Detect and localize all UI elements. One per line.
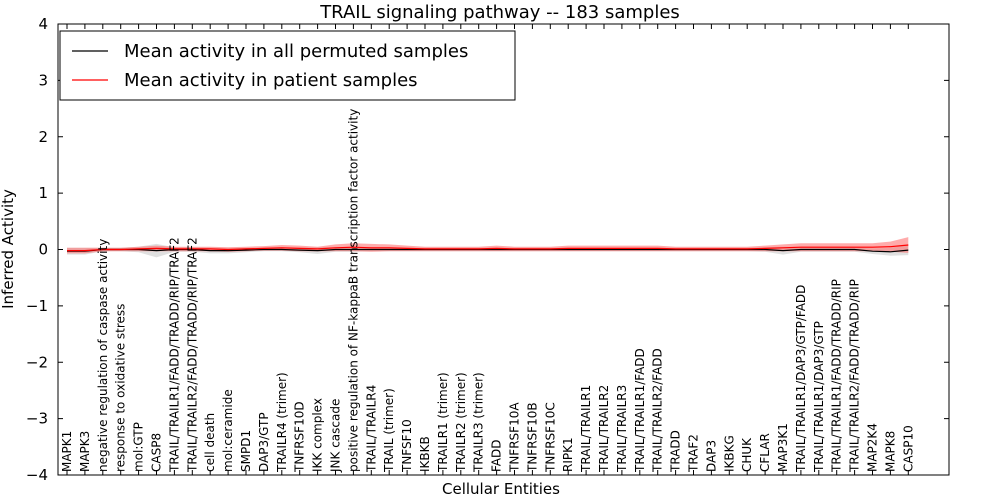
x-tick-label: CFLAR: [758, 433, 772, 472]
x-tick-label: TRAIL/TRAILR1: [579, 385, 593, 473]
x-tick-label: TRAIL/TRAILR4: [364, 385, 378, 473]
line-patient: [67, 244, 909, 252]
x-tick-label: MAP2K4: [866, 423, 880, 472]
x-tick-label: TRAILR4 (trimer): [275, 372, 289, 473]
x-tick-label: CASP10: [901, 425, 915, 472]
x-tick-label: RIPK1: [561, 437, 575, 472]
x-tick-label: MAPK1: [60, 431, 74, 472]
x-tick-label: TRAILR2 (trimer): [454, 372, 468, 473]
legend-label-patient: Mean activity in patient samples: [124, 70, 418, 91]
x-tick-label: TRAIL/TRAILR1/FADD/TRADD/RIP: [830, 279, 844, 473]
x-tick-label: TRAIL/TRAILR1/DAP3/GTP: [812, 321, 826, 473]
y-axis: −4 −3 −2 −1 0 1 2 3 4: [26, 15, 949, 484]
x-tick-label: TRAIL/TRAILR1/DAP3/GTP/FADD: [794, 285, 808, 473]
y-tick-label: 1: [38, 184, 48, 202]
y-tick-label: −4: [26, 466, 48, 484]
y-tick-label: 4: [38, 15, 48, 33]
x-tick-label: SMPD1: [239, 430, 253, 472]
y-tick-label: 2: [38, 128, 48, 146]
x-tick-label: TRAF2: [687, 434, 701, 473]
x-tick-label: positive regulation of NF-kappaB transcr…: [346, 109, 360, 472]
x-tick-label: DAP3: [704, 440, 718, 472]
y-tick-label: −1: [26, 297, 48, 315]
x-axis-title: Cellular Entities: [442, 480, 560, 498]
x-tick-label: TRAIL/TRAILR3: [615, 385, 629, 473]
x-tick-label: cell death: [203, 413, 217, 472]
x-tick-label: MAPK8: [883, 431, 897, 472]
x-tick-label: JNK cascade: [329, 399, 343, 473]
x-tick-label: IKBKB: [418, 436, 432, 472]
x-tick-label: DAP3/GTP: [257, 412, 271, 472]
legend-box: [59, 30, 516, 101]
x-tick-label: TRADD: [669, 430, 683, 473]
legend: Mean activity in all permuted samples Me…: [59, 30, 516, 101]
line-permuted: [67, 248, 909, 253]
x-tick-label: IKK complex: [311, 398, 325, 472]
x-tick-label: TNFSF10: [400, 419, 414, 473]
x-tick-label: MAPK3: [78, 431, 92, 472]
legend-label-permuted: Mean activity in all permuted samples: [124, 41, 468, 62]
x-tick-label: TRAILR3 (trimer): [472, 372, 486, 473]
x-tick-label: TRAIL/TRAILR2/FADD/TRADD/RIP/TRAF2: [185, 237, 199, 473]
x-tick-label: TNFRSF10C: [543, 402, 557, 473]
y-tick-label: 0: [38, 241, 48, 259]
x-tick-label: TNFRSF10B: [525, 402, 539, 473]
x-tick-label: CASP8: [150, 433, 164, 472]
y-tick-label: −3: [26, 410, 48, 428]
x-tick-label: TNFRSF10D: [293, 401, 307, 473]
x-tick-label: TRAIL/TRAILR2/FADD: [651, 348, 665, 473]
x-tick-label: IKBKG: [722, 435, 736, 472]
x-tick-label: TRAIL/TRAILR1/FADD: [633, 348, 647, 473]
x-tick-label: TRAIL/TRAILR2/FADD/TRADD/RIP: [848, 279, 862, 473]
x-tick-label: mol:GTP: [132, 422, 146, 472]
x-axis: MAPK1 MAPK3 negative regulation of caspase…: [60, 24, 915, 475]
x-tick-label: TNFRSF10A: [508, 402, 522, 473]
x-tick-label: response to oxidative stress: [114, 304, 128, 472]
chart-title: TRAIL signaling pathway -- 183 samples: [319, 2, 680, 23]
x-tick-label: negative regulation of caspase activity: [96, 239, 110, 472]
x-tick-label: TRAIL/TRAILR2: [597, 385, 611, 473]
y-axis-title: Inferred Activity: [0, 189, 17, 309]
x-tick-label: FADD: [490, 440, 504, 473]
series-lines: [67, 244, 909, 253]
x-tick-label: mol:ceramide: [221, 389, 235, 472]
y-tick-label: −2: [26, 353, 48, 371]
x-tick-label: MAP3K1: [776, 423, 790, 472]
x-tick-label: TRAIL (trimer): [382, 388, 396, 473]
x-tick-label: TRAIL/TRAILR1/FADD/TRADD/RIP/TRAF2: [167, 237, 181, 473]
y-tick-label: 3: [38, 71, 48, 89]
x-tick-label: TRAILR1 (trimer): [436, 372, 450, 473]
x-tick-label: CHUK: [740, 437, 754, 472]
